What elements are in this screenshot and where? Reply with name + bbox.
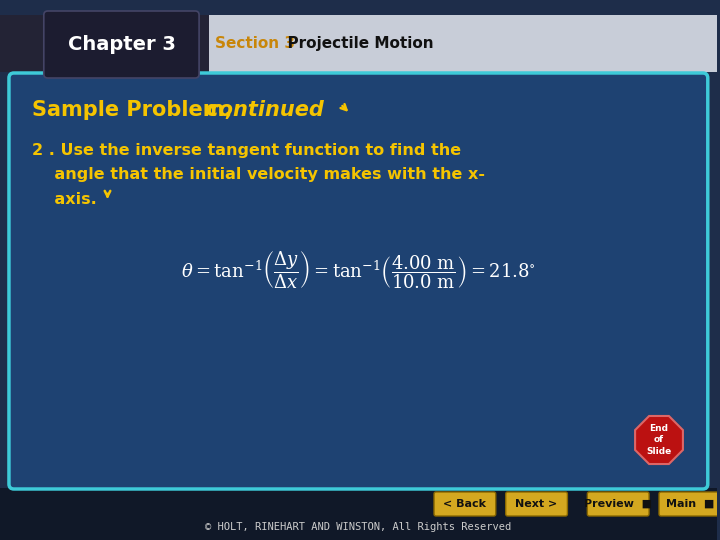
Text: Next >: Next >	[516, 499, 558, 509]
FancyBboxPatch shape	[0, 15, 209, 72]
FancyBboxPatch shape	[505, 492, 567, 516]
Text: Main  ■: Main ■	[666, 499, 714, 509]
Text: 2 . Use the inverse tangent function to find the: 2 . Use the inverse tangent function to …	[32, 143, 461, 158]
Text: © HOLT, RINEHART AND WINSTON, All Rights Reserved: © HOLT, RINEHART AND WINSTON, All Rights…	[205, 522, 511, 532]
Text: Chapter 3: Chapter 3	[68, 35, 176, 54]
Text: $\theta = \tan^{-1}\!\left(\dfrac{\Delta y}{\Delta x}\right) = \tan^{-1}\!\left(: $\theta = \tan^{-1}\!\left(\dfrac{\Delta…	[181, 249, 536, 291]
Text: < Back: < Back	[444, 499, 487, 509]
Text: Preview  ■: Preview ■	[584, 499, 652, 509]
Text: Section 3: Section 3	[215, 36, 295, 51]
FancyBboxPatch shape	[9, 73, 708, 489]
Text: Projectile Motion: Projectile Motion	[276, 36, 433, 51]
FancyBboxPatch shape	[659, 492, 720, 516]
Text: Sample Problem,: Sample Problem,	[32, 100, 233, 120]
Text: End
of
Slide: End of Slide	[647, 424, 672, 456]
FancyBboxPatch shape	[44, 11, 199, 78]
Text: axis.: axis.	[32, 192, 96, 207]
FancyBboxPatch shape	[0, 15, 716, 72]
Polygon shape	[635, 416, 683, 464]
FancyBboxPatch shape	[0, 488, 716, 540]
FancyBboxPatch shape	[588, 492, 649, 516]
Text: angle that the initial velocity makes with the x-: angle that the initial velocity makes wi…	[32, 167, 485, 183]
Text: continued: continued	[199, 100, 324, 120]
FancyBboxPatch shape	[434, 492, 496, 516]
